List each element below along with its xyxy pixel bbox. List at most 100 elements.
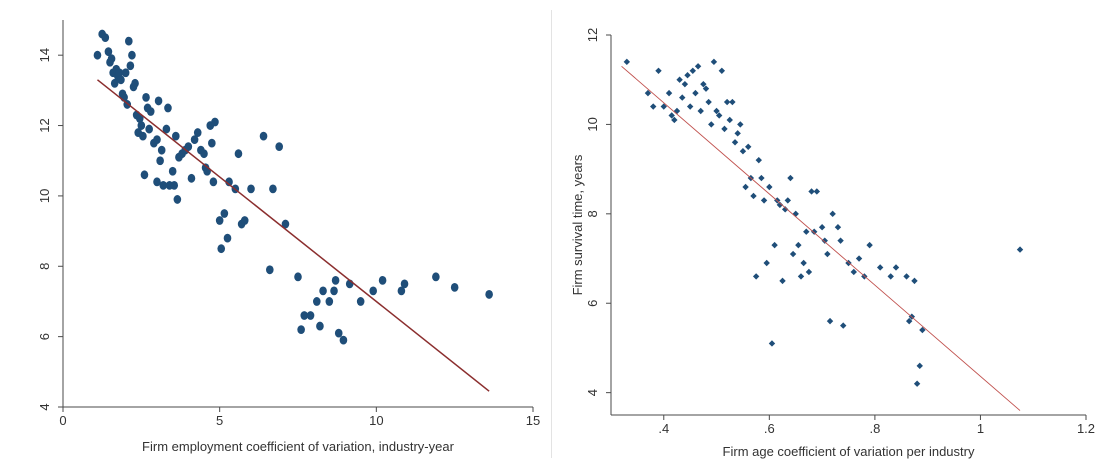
data-point <box>705 98 712 106</box>
data-point <box>718 67 726 74</box>
data-point <box>104 47 113 57</box>
data-point <box>126 61 135 71</box>
data-point <box>763 259 770 267</box>
x-tick-label: 0 <box>59 413 66 428</box>
data-point <box>702 85 710 92</box>
data-point <box>294 272 302 282</box>
data-point <box>139 131 147 141</box>
data-point <box>795 241 802 249</box>
data-point <box>485 290 493 299</box>
data-point <box>234 149 243 159</box>
data-point <box>159 180 168 190</box>
data-point <box>331 275 340 285</box>
data-point <box>297 325 305 334</box>
x-axis-label: Firm employment coefficient of variation… <box>142 439 455 454</box>
data-point <box>737 121 744 128</box>
fit-line <box>96 79 490 392</box>
data-point <box>107 54 116 64</box>
y-tick-label: 8 <box>37 263 52 270</box>
data-point <box>319 286 327 296</box>
data-point <box>156 156 164 166</box>
data-point <box>217 244 226 254</box>
data-point <box>115 68 124 78</box>
data-point <box>306 311 315 320</box>
data-point <box>692 89 699 97</box>
data-point <box>752 273 760 280</box>
x-axis-label: Firm age coefficient of variation per in… <box>723 444 975 459</box>
data-point <box>1016 246 1024 253</box>
data-point <box>220 209 229 218</box>
data-point <box>117 75 125 85</box>
data-point <box>281 219 290 229</box>
data-point <box>689 67 697 74</box>
data-point <box>225 177 233 187</box>
data-point <box>137 121 146 130</box>
data-point <box>708 121 715 128</box>
y-tick-label: 6 <box>585 300 600 307</box>
employment-scatter-chart: 0 5 10 15 4 6 8 10 12 14 Firm employment coefficie… <box>37 20 540 454</box>
fit-line <box>621 65 1021 411</box>
data-point <box>128 50 136 60</box>
data-point <box>193 128 202 137</box>
data-point <box>919 326 926 334</box>
data-point <box>834 224 842 231</box>
data-point <box>745 143 752 150</box>
y-tick-label: 12 <box>585 28 600 42</box>
data-point <box>121 68 130 78</box>
data-point <box>715 112 723 119</box>
data-point <box>755 156 762 164</box>
data-point <box>266 265 274 275</box>
data-point <box>240 216 249 225</box>
x-tick-label: .4 <box>658 421 669 436</box>
data-point <box>184 142 193 152</box>
data-point <box>668 112 675 119</box>
x-tick-label: .6 <box>764 421 775 436</box>
data-point <box>93 50 102 60</box>
data-point <box>808 188 815 195</box>
data-point <box>173 195 182 204</box>
data-point <box>316 321 324 331</box>
data-point <box>826 317 834 325</box>
data-point <box>356 297 365 306</box>
data-point <box>760 197 768 204</box>
data-point <box>259 131 268 141</box>
data-point <box>432 272 440 282</box>
data-point <box>684 72 691 79</box>
data-point <box>766 183 773 191</box>
data-point <box>168 166 177 176</box>
data-point <box>797 273 805 280</box>
data-point <box>172 131 180 141</box>
data-point <box>110 78 119 88</box>
data-point <box>803 228 810 235</box>
data-point <box>215 216 224 225</box>
data-point <box>378 275 387 285</box>
data-point <box>673 107 681 115</box>
data-point <box>325 297 334 306</box>
data-point <box>911 277 918 285</box>
data-point <box>697 107 704 115</box>
data-point <box>837 237 844 244</box>
data-point <box>164 103 172 113</box>
data-point <box>209 177 218 187</box>
data-point <box>821 237 828 244</box>
data-point <box>211 117 219 127</box>
data-point <box>190 135 199 145</box>
data-point <box>131 78 139 88</box>
data-point <box>679 94 686 101</box>
data-point <box>140 170 149 180</box>
data-point <box>916 362 923 370</box>
data-point <box>665 89 673 97</box>
x-tick-label: 15 <box>526 413 540 428</box>
data-point <box>913 380 921 387</box>
data-point <box>784 197 792 204</box>
data-point <box>771 241 778 249</box>
data-point <box>729 98 736 106</box>
data-point <box>676 76 683 83</box>
data-point <box>810 228 818 235</box>
y-tick-label: 10 <box>37 189 52 203</box>
data-point <box>330 286 338 296</box>
panel-divider <box>551 10 552 458</box>
data-point <box>208 138 216 148</box>
data-point <box>824 250 831 258</box>
data-point <box>694 63 702 70</box>
